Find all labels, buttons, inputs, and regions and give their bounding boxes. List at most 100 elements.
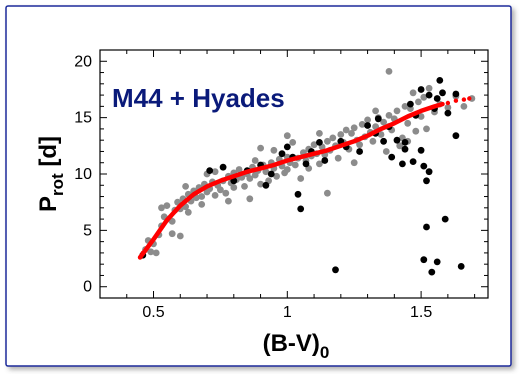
data-point-gray bbox=[396, 142, 404, 150]
data-point-gray bbox=[337, 131, 345, 138]
x-tick-label: 0.5 bbox=[142, 304, 164, 321]
y-tick-label: 5 bbox=[83, 222, 92, 239]
data-point-black bbox=[425, 168, 433, 176]
data-point-gray bbox=[369, 137, 377, 145]
data-point-gray bbox=[377, 131, 385, 138]
data-point-black bbox=[332, 266, 339, 274]
data-point-gray bbox=[163, 202, 171, 210]
data-point-gray bbox=[147, 248, 155, 256]
data-point-black bbox=[423, 177, 430, 185]
data-point-gray bbox=[385, 112, 393, 119]
data-point-gray bbox=[412, 127, 420, 135]
data-point-gray bbox=[324, 137, 331, 145]
data-point-black bbox=[441, 215, 449, 223]
data-point-black bbox=[206, 167, 214, 175]
x-axis-label: (B-V)0 bbox=[263, 330, 330, 362]
y-axis-label-main: P bbox=[35, 196, 62, 212]
data-point-gray bbox=[246, 195, 254, 203]
data-point-gray bbox=[417, 113, 425, 120]
fit-curve-dot bbox=[140, 250, 145, 256]
data-point-black bbox=[356, 148, 363, 155]
data-point-gray bbox=[198, 193, 206, 200]
y-axis-label-subscript: rot bbox=[48, 173, 67, 196]
data-point-black bbox=[262, 181, 270, 189]
data-point-gray bbox=[222, 189, 230, 197]
data-point-gray bbox=[342, 126, 350, 134]
data-point-gray bbox=[334, 154, 342, 162]
data-point-gray bbox=[230, 184, 238, 191]
data-point-black bbox=[452, 132, 460, 140]
series-black-points bbox=[139, 77, 465, 276]
data-point-gray bbox=[198, 201, 206, 208]
data-point-gray bbox=[273, 172, 280, 180]
data-point-gray bbox=[158, 204, 165, 212]
data-point-black bbox=[423, 223, 430, 231]
data-point-gray bbox=[235, 166, 243, 173]
data-point-gray bbox=[257, 144, 264, 152]
data-point-black bbox=[388, 153, 396, 161]
data-point-gray bbox=[364, 116, 371, 124]
data-point-gray bbox=[356, 141, 363, 149]
x-tick-label: 1 bbox=[283, 304, 292, 321]
data-point-gray bbox=[409, 89, 417, 97]
y-tick-label: 0 bbox=[83, 279, 92, 296]
data-point-gray bbox=[348, 130, 355, 137]
data-point-black bbox=[297, 205, 305, 213]
chart-title: M44 + Hyades bbox=[112, 83, 285, 113]
data-point-gray bbox=[385, 68, 393, 75]
data-point-gray bbox=[358, 121, 366, 128]
data-point-black bbox=[302, 160, 310, 168]
data-point-gray bbox=[329, 134, 337, 142]
data-point-gray bbox=[404, 119, 412, 127]
data-point-gray bbox=[211, 192, 219, 199]
data-point-black bbox=[457, 263, 465, 270]
data-point-gray bbox=[297, 175, 305, 182]
data-point-black bbox=[417, 146, 425, 154]
data-point-black bbox=[364, 122, 371, 129]
data-point-black bbox=[267, 170, 275, 178]
y-axis-label: Prot [d] bbox=[35, 136, 67, 212]
data-point-gray bbox=[270, 146, 278, 154]
fit-curve-dot bbox=[467, 96, 472, 101]
x-axis-tick-labels: 0.5 1 1.5 bbox=[142, 304, 432, 321]
data-point-gray bbox=[350, 159, 358, 167]
data-point-black bbox=[407, 100, 414, 108]
x-axis-ticks bbox=[126, 50, 476, 298]
data-point-black bbox=[425, 91, 433, 99]
data-point-gray bbox=[246, 175, 254, 182]
data-point-black bbox=[278, 150, 286, 158]
data-point-black bbox=[321, 157, 329, 164]
data-point-gray bbox=[176, 232, 184, 240]
data-point-black bbox=[436, 77, 444, 84]
fit-curve-dot bbox=[453, 98, 459, 103]
data-point-gray bbox=[372, 107, 379, 115]
data-point-gray bbox=[241, 183, 248, 190]
data-point-black bbox=[433, 258, 441, 266]
fit-curve-dot bbox=[461, 97, 467, 102]
data-point-gray bbox=[310, 141, 318, 149]
data-point-gray bbox=[324, 189, 331, 197]
data-point-black bbox=[428, 268, 436, 276]
data-point-gray bbox=[415, 98, 422, 106]
data-point-gray bbox=[380, 118, 387, 126]
data-point-gray bbox=[350, 124, 358, 132]
data-point-gray bbox=[401, 103, 409, 110]
data-point-black bbox=[409, 158, 417, 166]
data-point-black bbox=[374, 115, 382, 123]
data-point-gray bbox=[257, 180, 264, 188]
data-point-black bbox=[420, 162, 428, 170]
y-tick-label: 20 bbox=[74, 53, 92, 70]
data-point-gray bbox=[225, 197, 232, 205]
data-point-black bbox=[283, 143, 291, 151]
data-point-gray bbox=[184, 208, 192, 216]
x-axis-label-main: (B-V) bbox=[263, 330, 320, 357]
data-point-gray bbox=[420, 93, 428, 101]
data-point-gray bbox=[423, 125, 430, 133]
data-point-gray bbox=[316, 130, 323, 137]
x-tick-label: 1.5 bbox=[410, 304, 432, 321]
data-point-black bbox=[401, 139, 409, 146]
data-point-black bbox=[316, 139, 323, 146]
data-point-black bbox=[420, 256, 428, 264]
data-point-gray bbox=[291, 161, 299, 169]
data-point-black bbox=[452, 90, 460, 98]
